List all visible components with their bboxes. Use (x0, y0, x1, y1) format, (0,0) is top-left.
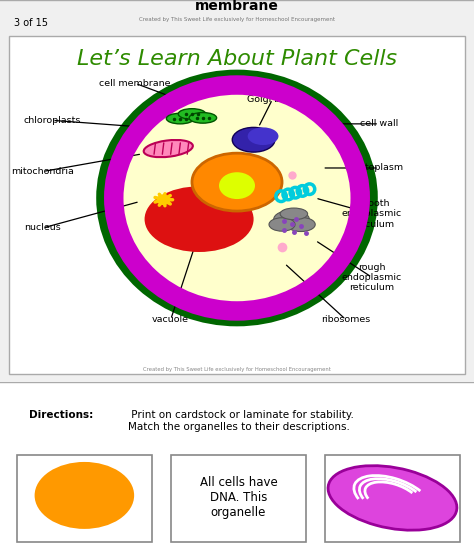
Ellipse shape (219, 172, 255, 199)
Ellipse shape (144, 140, 193, 157)
Ellipse shape (232, 127, 275, 152)
FancyBboxPatch shape (171, 455, 306, 542)
Text: Created by This Sweet Life exclusively for Homeschool Encouragement: Created by This Sweet Life exclusively f… (139, 18, 335, 23)
Ellipse shape (328, 466, 457, 530)
Ellipse shape (280, 208, 308, 220)
Ellipse shape (114, 85, 360, 311)
Ellipse shape (166, 113, 194, 124)
Text: 3 of 15: 3 of 15 (14, 18, 48, 28)
Ellipse shape (274, 210, 309, 228)
Circle shape (157, 195, 170, 204)
Ellipse shape (145, 186, 254, 252)
Text: mitochondria: mitochondria (11, 167, 74, 176)
Text: chloroplasts: chloroplasts (23, 116, 81, 125)
Ellipse shape (189, 113, 217, 123)
Text: Golgi body: Golgi body (247, 94, 298, 104)
Ellipse shape (269, 218, 295, 231)
FancyBboxPatch shape (17, 455, 152, 542)
Text: Let’s Learn About Plant Cells: Let’s Learn About Plant Cells (77, 48, 397, 69)
Text: cell membrane: cell membrane (100, 79, 171, 88)
Text: cell wall: cell wall (360, 119, 398, 128)
Text: Created by This Sweet Life exclusively for Homeschool Encouragement: Created by This Sweet Life exclusively f… (143, 367, 331, 372)
Ellipse shape (287, 217, 315, 232)
Text: membrane: membrane (195, 0, 279, 13)
FancyBboxPatch shape (9, 36, 465, 374)
Text: All cells have
DNA. This
organelle: All cells have DNA. This organelle (200, 477, 277, 519)
Ellipse shape (35, 462, 134, 529)
Text: rough
endoplasmic
reticulum: rough endoplasmic reticulum (342, 262, 402, 292)
Text: Print on cardstock or laminate for stability.
Match the organelles to their desc: Print on cardstock or laminate for stabi… (128, 410, 354, 432)
Text: ribosomes: ribosomes (321, 315, 371, 324)
Text: smooth
endoplasmic
reticulum: smooth endoplasmic reticulum (342, 199, 402, 229)
Text: nucleus: nucleus (24, 223, 61, 232)
Ellipse shape (178, 109, 206, 119)
Text: cytoplasm: cytoplasm (355, 164, 404, 172)
FancyBboxPatch shape (325, 455, 460, 542)
Text: vacuole: vacuole (152, 315, 189, 324)
FancyBboxPatch shape (0, 383, 474, 549)
Ellipse shape (192, 153, 282, 211)
Ellipse shape (248, 127, 279, 145)
Text: Directions:: Directions: (29, 410, 94, 420)
